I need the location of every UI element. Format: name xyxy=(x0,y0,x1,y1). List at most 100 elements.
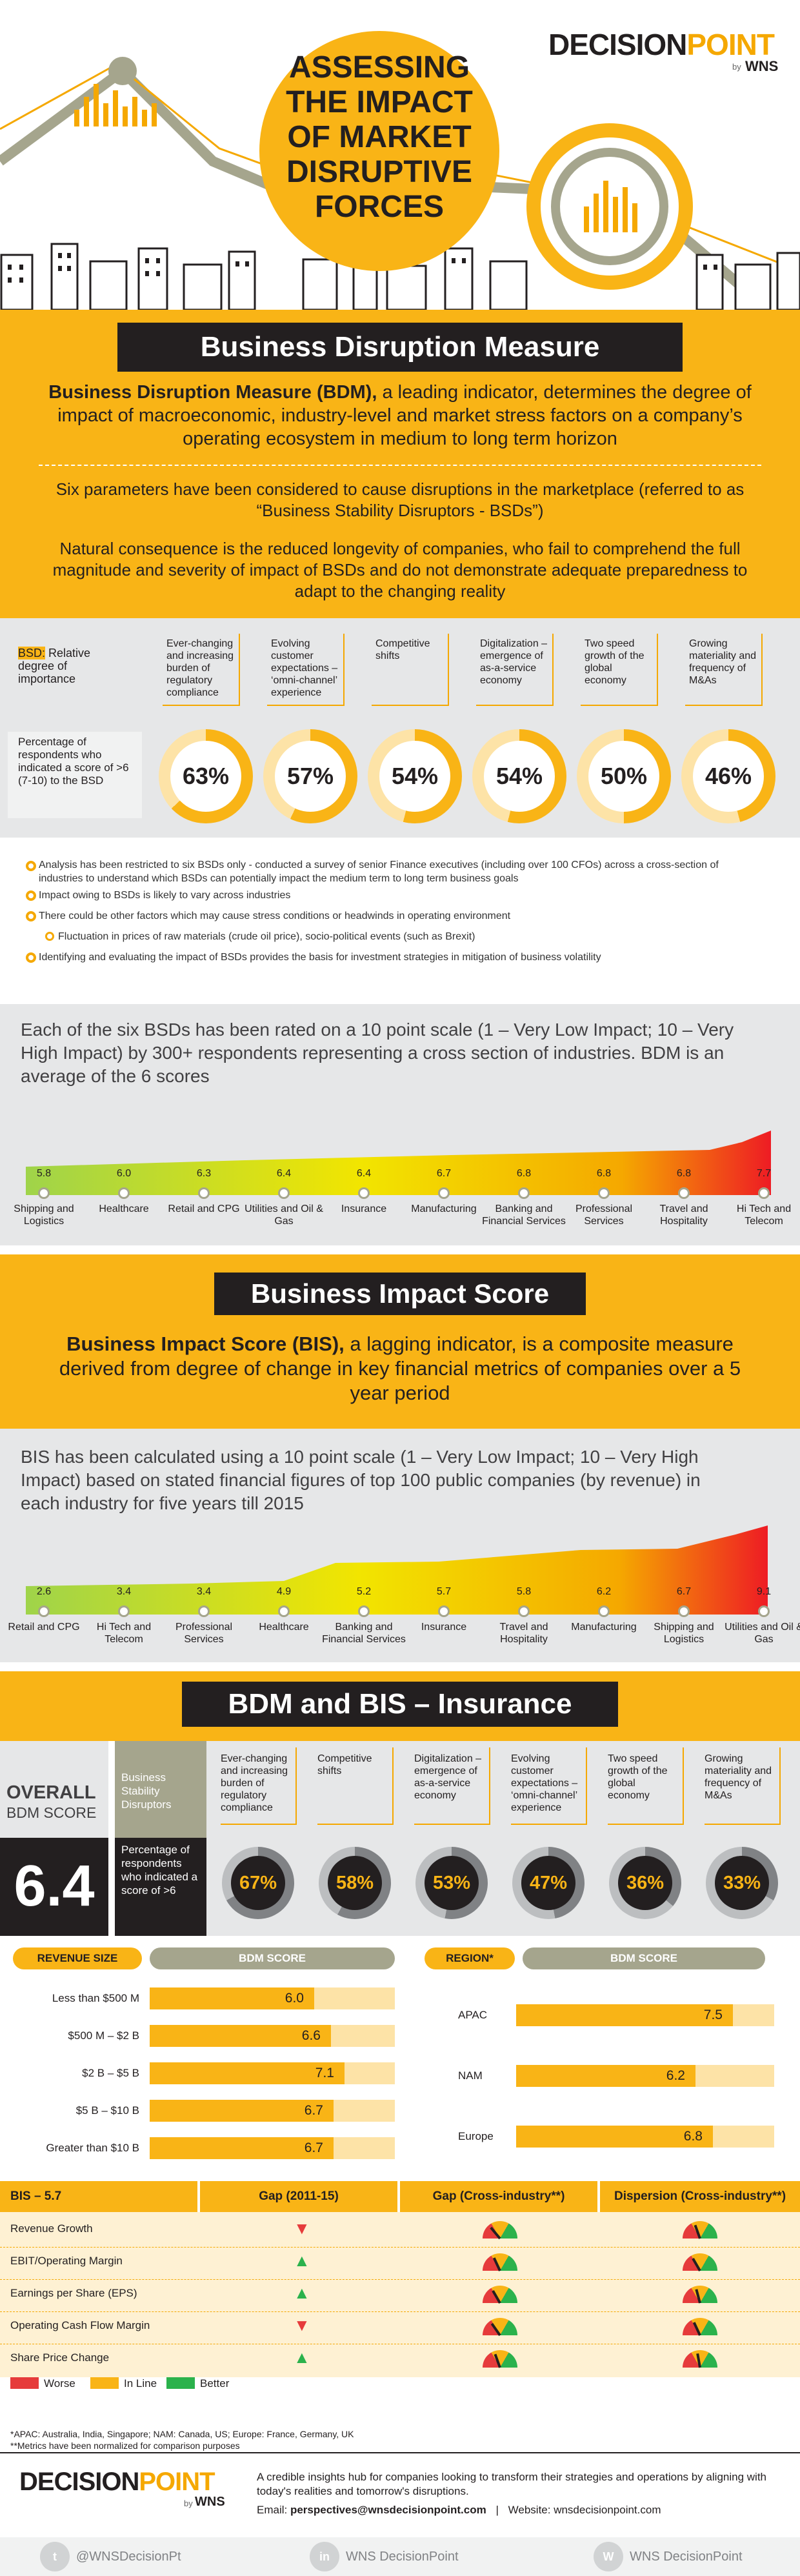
scale-marker xyxy=(678,1605,690,1617)
table-metric: Operating Cash Flow Margin xyxy=(10,2319,150,2331)
bar-row-label: Greater than $10 B xyxy=(46,2142,139,2154)
footer-brand-name-b: POINT xyxy=(139,2468,215,2496)
brand-name-b: POINT xyxy=(686,28,775,61)
scale-industry-label: Retail and CPG xyxy=(168,1203,240,1214)
insurance-bsd-label: Competitive shifts xyxy=(317,1753,372,1776)
bsd-label: Competitive shifts xyxy=(375,638,430,661)
scale-marker xyxy=(38,1605,50,1617)
contact-sep: | xyxy=(495,2504,499,2516)
divider xyxy=(39,465,761,466)
scale-marker xyxy=(38,1187,50,1199)
scale-value: 6.7 xyxy=(676,1586,692,1597)
pct-label-box xyxy=(8,732,142,818)
scale-value: 5.8 xyxy=(516,1586,532,1597)
insurance-percent: 47% xyxy=(521,1856,575,1910)
bar-fill: 7.5 xyxy=(516,2004,733,2026)
scale-value: 6.7 xyxy=(436,1168,452,1179)
bar-row-label: APAC xyxy=(458,2009,488,2021)
bsd-callout xyxy=(267,634,345,706)
bdm-intro-rest: a leading indicator, determines the degr… xyxy=(57,382,752,449)
scale-industry-label: Professional Services xyxy=(175,1622,233,1645)
bsd-callout xyxy=(163,634,240,706)
insurance-bsd-label: Two speed growth of the global economy xyxy=(608,1753,668,1801)
scale-value: 6.4 xyxy=(356,1168,372,1179)
insurance-donut: 58% xyxy=(319,1847,391,1919)
overall-score: 6.4 xyxy=(14,1854,95,1918)
note-1: Analysis has been restricted to six BSDs… xyxy=(39,860,719,884)
scale-value: 5.2 xyxy=(356,1586,372,1597)
bar-row-label: $5 B – $10 B xyxy=(75,2104,139,2117)
bsd-label-box xyxy=(115,1741,206,1838)
header: ASSESSING THE IMPACT OF MARKET DISRUPTIV… xyxy=(0,0,800,310)
bdm-scale-text: Each of the six BSDs has been rated on a… xyxy=(21,1020,734,1086)
scale-marker xyxy=(438,1605,450,1617)
scale-value: 3.4 xyxy=(116,1586,132,1597)
footnotes: *APAC: Australia, India, Singapore; NAM:… xyxy=(0,2413,800,2452)
scale-industry-label: Banking and Financial Services xyxy=(322,1622,406,1645)
scale-marker xyxy=(438,1187,450,1199)
scale-marker xyxy=(278,1605,290,1617)
table-col4-header: Dispersion (Cross-industry**) xyxy=(600,2181,800,2212)
insurance-percent: 53% xyxy=(425,1856,479,1910)
note-dot xyxy=(26,911,36,921)
table-metric: Revenue Growth xyxy=(10,2222,93,2235)
brand-logo: DECISIONPOINT xyxy=(548,27,775,62)
linkedin-handle[interactable]: WNS DecisionPoint xyxy=(346,2550,459,2564)
note-dot xyxy=(26,952,36,963)
row-divider xyxy=(0,2311,800,2312)
scale-marker xyxy=(758,1187,770,1199)
footer-contact: Email: perspectives@wnsdecisionpoint.com… xyxy=(257,2504,661,2517)
bsd-label: Growing materiality and frequency of M&A… xyxy=(689,638,757,686)
scale-industry-label: Travel and Hospitality xyxy=(499,1622,548,1645)
linkedin-icon[interactable]: in xyxy=(310,2542,339,2571)
scale-industry-label: Utilities and Oil & Gas xyxy=(725,1622,800,1645)
bis-scale-text: BIS has been calculated using a 10 point… xyxy=(21,1447,701,1513)
scale-industry-label: Hi Tech and Telecom xyxy=(96,1622,152,1645)
bsd-callout xyxy=(476,634,554,706)
worse-arrow-icon: ▼ xyxy=(294,2219,310,2238)
insurance-percent: 58% xyxy=(328,1856,382,1910)
bdm-gradient-bar xyxy=(26,1131,771,1195)
table-metric: Earnings per Share (EPS) xyxy=(10,2287,137,2299)
bsd-key-label: BSD: xyxy=(18,647,46,659)
legend-worse: Worse xyxy=(44,2377,75,2390)
bis-scale-panel: BIS has been calculated using a 10 point… xyxy=(0,1429,800,1662)
note-4: Fluctuation in prices of raw materials (… xyxy=(58,931,475,942)
bar-row-label: NAM xyxy=(458,2069,483,2082)
wns-social-icon[interactable]: W xyxy=(594,2542,623,2571)
scale-value: 5.7 xyxy=(436,1586,452,1597)
bsd-donut: 46% xyxy=(681,729,775,823)
insurance-bsd-label: Evolving customer expectations – ‘omni-c… xyxy=(511,1753,578,1813)
scale-industry-label: Travel and Hospitality xyxy=(659,1203,708,1227)
table-metric: Share Price Change xyxy=(10,2351,110,2364)
bis-heading: Business Impact Score xyxy=(214,1273,586,1315)
header-illustration xyxy=(0,57,800,310)
twitter-icon[interactable]: t xyxy=(40,2542,70,2571)
bar-row-label: $2 B – $5 B xyxy=(82,2067,139,2079)
footer-brand-logo: DECISIONPOINT xyxy=(19,2468,215,2497)
revenue-score-header: BDM SCORE xyxy=(150,1947,395,1969)
scale-industry-label: Insurance xyxy=(341,1203,387,1214)
wns-social-handle[interactable]: WNS DecisionPoint xyxy=(630,2550,743,2564)
website-link[interactable]: Website: wnsdecisionpoint.com xyxy=(508,2504,661,2516)
insurance-heading: BDM and BIS – Insurance xyxy=(182,1682,618,1727)
bsd-callout xyxy=(581,634,658,706)
note-dot xyxy=(26,861,36,871)
twitter-handle[interactable]: @WNSDecisionPt xyxy=(76,2550,181,2564)
scale-value: 6.0 xyxy=(116,1168,132,1179)
scale-industry-label: Retail and CPG xyxy=(8,1622,80,1633)
scale-marker xyxy=(198,1605,210,1617)
note-dot xyxy=(45,932,54,941)
insurance-donut: 33% xyxy=(706,1847,778,1919)
bdm-intro-bold: Business Disruption Measure (BDM), xyxy=(48,382,377,403)
scale-value: 9.1 xyxy=(756,1586,772,1597)
scale-industry-label: Manufacturing xyxy=(571,1622,637,1633)
overall-label-1: OVERALL xyxy=(6,1782,96,1803)
bar-fill: 7.1 xyxy=(150,2062,345,2084)
pct-label-box-dark xyxy=(115,1838,206,1936)
scale-marker xyxy=(598,1187,610,1199)
bar-charts: REVENUE SIZE BDM SCORE Less than $500 M 6… xyxy=(0,1936,800,2175)
email-link[interactable]: perspectives@wnsdecisionpoint.com xyxy=(290,2504,486,2516)
bar-fill: 6.2 xyxy=(516,2065,695,2087)
scale-value: 5.8 xyxy=(36,1168,52,1179)
